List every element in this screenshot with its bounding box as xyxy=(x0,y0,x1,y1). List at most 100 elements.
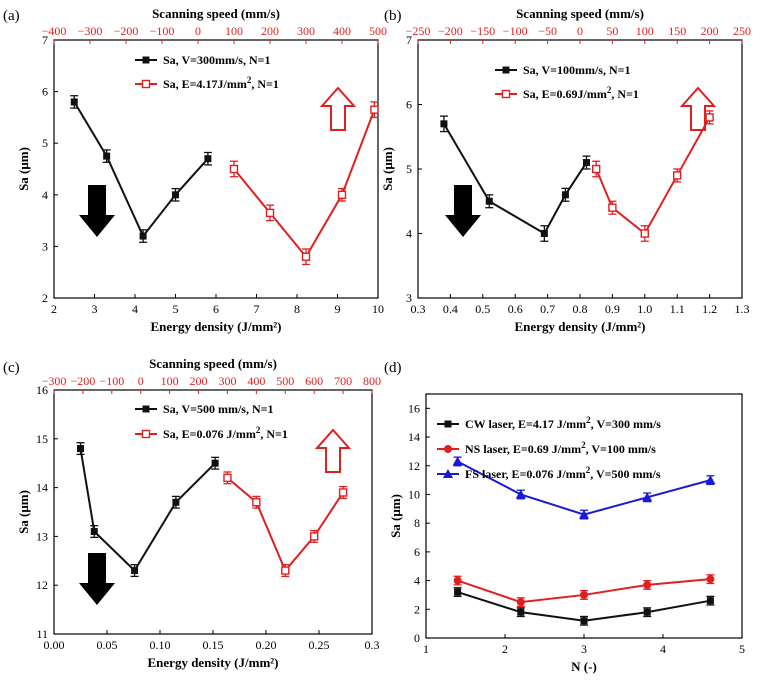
y-tick-label: 3 xyxy=(42,239,48,253)
data-point xyxy=(139,232,147,240)
up-arrow-icon xyxy=(679,86,717,131)
data-point xyxy=(172,498,180,506)
x-tick-label: 0.05 xyxy=(97,638,118,652)
series-0 xyxy=(439,115,591,242)
chart-panel-2: (c) 0.00 0.05 0.10 0.15 0.20 0.25 0.3 11 12 13 14 15… xyxy=(3,356,381,670)
y-tick-label: 4 xyxy=(406,227,412,241)
x-tick-label: 0.15 xyxy=(203,638,224,652)
y-tick-label: 13 xyxy=(36,529,48,543)
legend-label: FS laser, E=0.076 J/mm2, V=500 mm/s xyxy=(465,465,661,481)
x-tick-label: 6 xyxy=(213,302,219,316)
top-tick-label: 0 xyxy=(138,374,144,388)
x-tick-label: 0.10 xyxy=(150,638,171,652)
y-axis-label: Sa (μm) xyxy=(388,494,403,538)
plot-frame xyxy=(417,39,743,299)
top-tick-label: −400 xyxy=(42,24,67,38)
data-point xyxy=(673,171,682,180)
top-tick-label: 100 xyxy=(636,24,654,38)
top-tick-label: −250 xyxy=(406,24,431,38)
x-tick-label: 2 xyxy=(51,302,57,316)
legend-marker xyxy=(141,79,151,89)
x-axis-label: Energy density (J/mm²) xyxy=(515,319,646,334)
y-tick-label: 5 xyxy=(406,162,412,176)
data-point xyxy=(252,498,261,507)
data-point xyxy=(229,164,239,174)
data-point xyxy=(90,528,98,536)
panel-label: (d) xyxy=(384,360,402,376)
legend-marker xyxy=(443,469,453,478)
data-point xyxy=(580,617,588,625)
legend-label: Sa, E=4.17J/mm2, N=1 xyxy=(163,75,279,91)
data-point xyxy=(580,590,588,599)
data-point xyxy=(592,164,601,174)
top-tick-label: −200 xyxy=(114,24,139,38)
x-axis-label: Energy density (J/mm²) xyxy=(151,319,282,334)
x-axis-label: N (-) xyxy=(571,659,597,674)
top-tick-label: 500 xyxy=(369,24,387,38)
top-tick-label: −100 xyxy=(150,24,175,38)
up-arrow-icon xyxy=(319,86,357,131)
data-point xyxy=(561,191,569,199)
top-tick-label: −150 xyxy=(470,24,495,38)
x-tick-label: 8 xyxy=(294,302,300,316)
series-line xyxy=(226,477,344,573)
top-tick-label: −300 xyxy=(78,24,103,38)
x-tick-label: 0.3 xyxy=(411,302,426,316)
x-tick-label: 0.9 xyxy=(605,302,620,316)
x-tick-label: 1.2 xyxy=(702,302,717,316)
x-tick-label: 10 xyxy=(372,302,384,316)
x-tick-label: 2 xyxy=(502,642,508,656)
x-axis-label: Energy density (J/mm²) xyxy=(148,655,279,670)
data-point xyxy=(265,208,275,218)
y-tick-label: 8 xyxy=(414,516,420,530)
data-point xyxy=(301,252,311,261)
series-line xyxy=(233,109,376,259)
top-tick-label: 100 xyxy=(225,24,243,38)
data-point xyxy=(643,580,652,589)
data-point xyxy=(582,159,590,167)
top-tick-label: 0 xyxy=(195,24,201,38)
y-axis-label: Sa (μm) xyxy=(16,147,31,191)
legend-marker xyxy=(142,56,150,64)
down-arrow-icon xyxy=(79,553,115,605)
top-tick-label: 0 xyxy=(577,24,583,38)
top-tick-label: 500 xyxy=(276,374,294,388)
legend-marker xyxy=(142,405,150,413)
top-tick-label: 250 xyxy=(733,24,751,38)
top-tick-label: −100 xyxy=(99,374,124,388)
top-tick-label: 800 xyxy=(363,374,381,388)
data-point xyxy=(608,203,617,212)
series-line xyxy=(79,448,216,573)
y-tick-label: 0 xyxy=(414,631,420,645)
x-tick-label: 0.00 xyxy=(44,638,65,652)
y-tick-label: 6 xyxy=(414,545,420,559)
data-point xyxy=(223,473,232,483)
x-tick-label: 1.3 xyxy=(735,302,750,316)
data-point xyxy=(337,190,347,200)
data-point xyxy=(131,567,139,575)
panel-label: (c) xyxy=(3,360,20,376)
data-point xyxy=(77,445,84,453)
data-point xyxy=(338,488,348,497)
top-tick-label: 100 xyxy=(161,374,179,388)
y-tick-label: 12 xyxy=(408,459,420,473)
x-tick-label: 5 xyxy=(173,302,179,316)
top-tick-label: 400 xyxy=(333,24,351,38)
top-tick-label: −200 xyxy=(71,374,96,388)
chart-panel-1: (b) 0.3 0.4 0.5 0.6 0.7 0.8 0.9 1.0 1.1 1.2 1.3 3 4 5 6… xyxy=(380,6,751,334)
legend-marker xyxy=(444,445,452,453)
x-tick-label: 1.0 xyxy=(637,302,652,316)
x-tick-label: 0.25 xyxy=(309,638,330,652)
x-tick-label: 5 xyxy=(739,642,745,656)
top-axis-label: Scanning speed (mm/s) xyxy=(516,6,644,21)
y-tick-label: 16 xyxy=(408,401,420,415)
y-tick-label: 4 xyxy=(414,574,420,588)
legend-marker xyxy=(502,66,510,74)
y-tick-label: 4 xyxy=(42,188,48,202)
x-tick-label: 0.4 xyxy=(443,302,458,316)
top-tick-label: 300 xyxy=(297,24,315,38)
top-tick-label: 50 xyxy=(606,24,618,38)
y-axis-label: Sa (μm) xyxy=(16,490,31,534)
